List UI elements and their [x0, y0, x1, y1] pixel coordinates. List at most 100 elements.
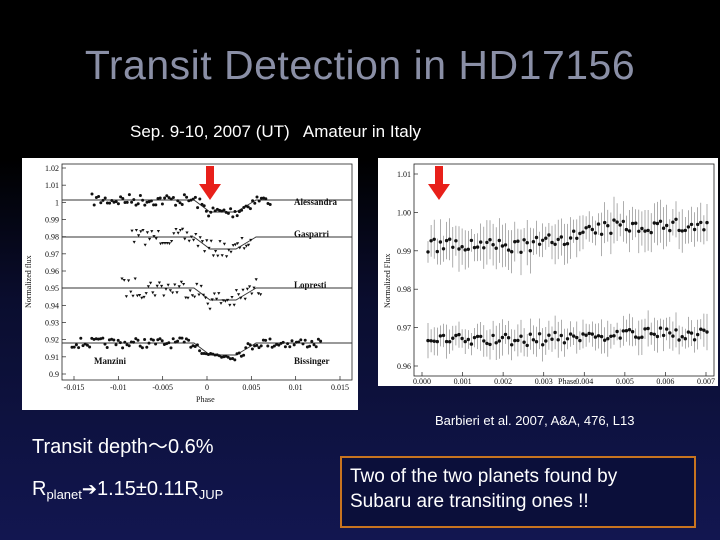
left-ytick-label: 0.91	[45, 353, 59, 362]
right-ytick-label: 0.98	[397, 285, 411, 294]
left-data-point	[105, 346, 109, 349]
left-data-point	[270, 345, 274, 349]
left-plot-ylabel: Normalized flux	[24, 255, 33, 308]
left-data-point	[248, 285, 252, 289]
right-data-point	[565, 242, 570, 246]
left-data-point	[177, 285, 181, 289]
right-data-point	[606, 337, 610, 341]
left-data-point	[217, 354, 221, 358]
left-data-point	[242, 353, 246, 357]
right-data-point	[429, 339, 433, 343]
left-data-point	[197, 293, 201, 297]
left-data-point	[145, 231, 149, 235]
right-data-point	[541, 343, 545, 347]
left-data-point	[154, 203, 158, 207]
right-data-point	[686, 225, 691, 229]
right-data-point	[506, 336, 511, 340]
right-data-point	[537, 242, 542, 246]
left-data-point	[256, 292, 260, 296]
left-data-point	[248, 343, 252, 347]
left-data-point	[127, 193, 131, 197]
left-data-point	[170, 240, 174, 243]
right-data-point	[680, 229, 684, 233]
left-data-point	[255, 195, 259, 199]
left-data-point	[161, 242, 165, 245]
left-data-point	[241, 288, 245, 292]
right-data-point	[689, 222, 694, 227]
right-ytick-label: 0.97	[397, 324, 411, 333]
left-data-point	[189, 235, 193, 239]
right-data-point	[460, 336, 464, 341]
right-data-point	[680, 335, 684, 339]
left-data-point	[108, 201, 112, 205]
left-data-point	[231, 357, 235, 360]
right-xtick-label: 0.002	[494, 377, 512, 386]
observer-label-1: Gasparri	[294, 229, 329, 239]
left-data-point	[160, 339, 164, 343]
right-data-point	[692, 338, 697, 342]
left-data-point	[233, 358, 237, 362]
left-data-point	[206, 302, 210, 306]
left-model-curve	[62, 236, 352, 250]
observer-label-3: Manzini	[94, 356, 127, 366]
right-data-point	[590, 227, 594, 232]
left-data-point	[225, 255, 229, 259]
left-data-point	[200, 202, 204, 206]
left-data-point	[215, 297, 219, 301]
right-data-point	[432, 237, 436, 241]
right-data-point	[451, 336, 455, 340]
transit-depth-text: Transit depth～0.6%	[32, 436, 214, 458]
left-data-point	[213, 209, 217, 213]
right-ytick-label: 1.01	[397, 170, 411, 179]
left-xtick-label: 0	[205, 383, 209, 392]
left-data-point	[250, 292, 254, 296]
right-data-point	[522, 340, 526, 344]
left-data-point	[236, 242, 240, 245]
left-data-point	[155, 284, 159, 288]
left-data-point	[169, 197, 173, 201]
right-data-point	[596, 334, 601, 338]
left-data-point	[319, 339, 323, 343]
left-data-point	[231, 244, 235, 247]
right-data-point	[568, 236, 573, 240]
left-data-point	[238, 246, 242, 250]
left-data-point	[165, 242, 169, 245]
left-data-point	[101, 336, 105, 340]
left-ytick-label: 0.98	[45, 233, 59, 242]
right-data-point	[668, 331, 672, 335]
left-data-point	[140, 296, 144, 300]
left-data-point	[301, 342, 305, 346]
right-data-point	[643, 327, 647, 331]
left-data-point	[160, 284, 164, 288]
right-data-point	[665, 327, 669, 331]
right-data-point	[692, 227, 697, 232]
left-data-point	[181, 227, 185, 231]
left-ytick-label: 0.99	[45, 216, 59, 225]
slide-title: Transit Detection in HD17156	[84, 42, 636, 88]
left-data-point	[99, 201, 103, 205]
left-data-point	[198, 349, 202, 353]
right-data-point	[438, 334, 443, 338]
left-data-point	[294, 340, 298, 344]
left-data-point	[230, 296, 234, 299]
left-data-point	[151, 338, 155, 342]
left-data-point	[268, 203, 272, 206]
right-data-point	[460, 245, 464, 249]
left-data-point	[240, 208, 244, 212]
left-data-point	[268, 337, 272, 341]
left-data-point	[139, 230, 143, 234]
right-data-point	[469, 238, 474, 243]
left-xtick-label: -0.015	[64, 383, 85, 392]
right-data-point	[686, 330, 691, 334]
left-data-point	[178, 201, 182, 205]
left-data-point	[218, 240, 222, 243]
left-data-point	[158, 196, 162, 200]
right-data-point	[454, 333, 458, 338]
right-ytick-label: 1.00	[397, 208, 411, 217]
right-data-point	[609, 334, 613, 338]
right-data-point	[658, 326, 663, 330]
left-data-point	[264, 338, 268, 342]
left-data-point	[277, 343, 281, 347]
left-data-point	[169, 346, 173, 350]
left-data-point	[248, 207, 252, 211]
